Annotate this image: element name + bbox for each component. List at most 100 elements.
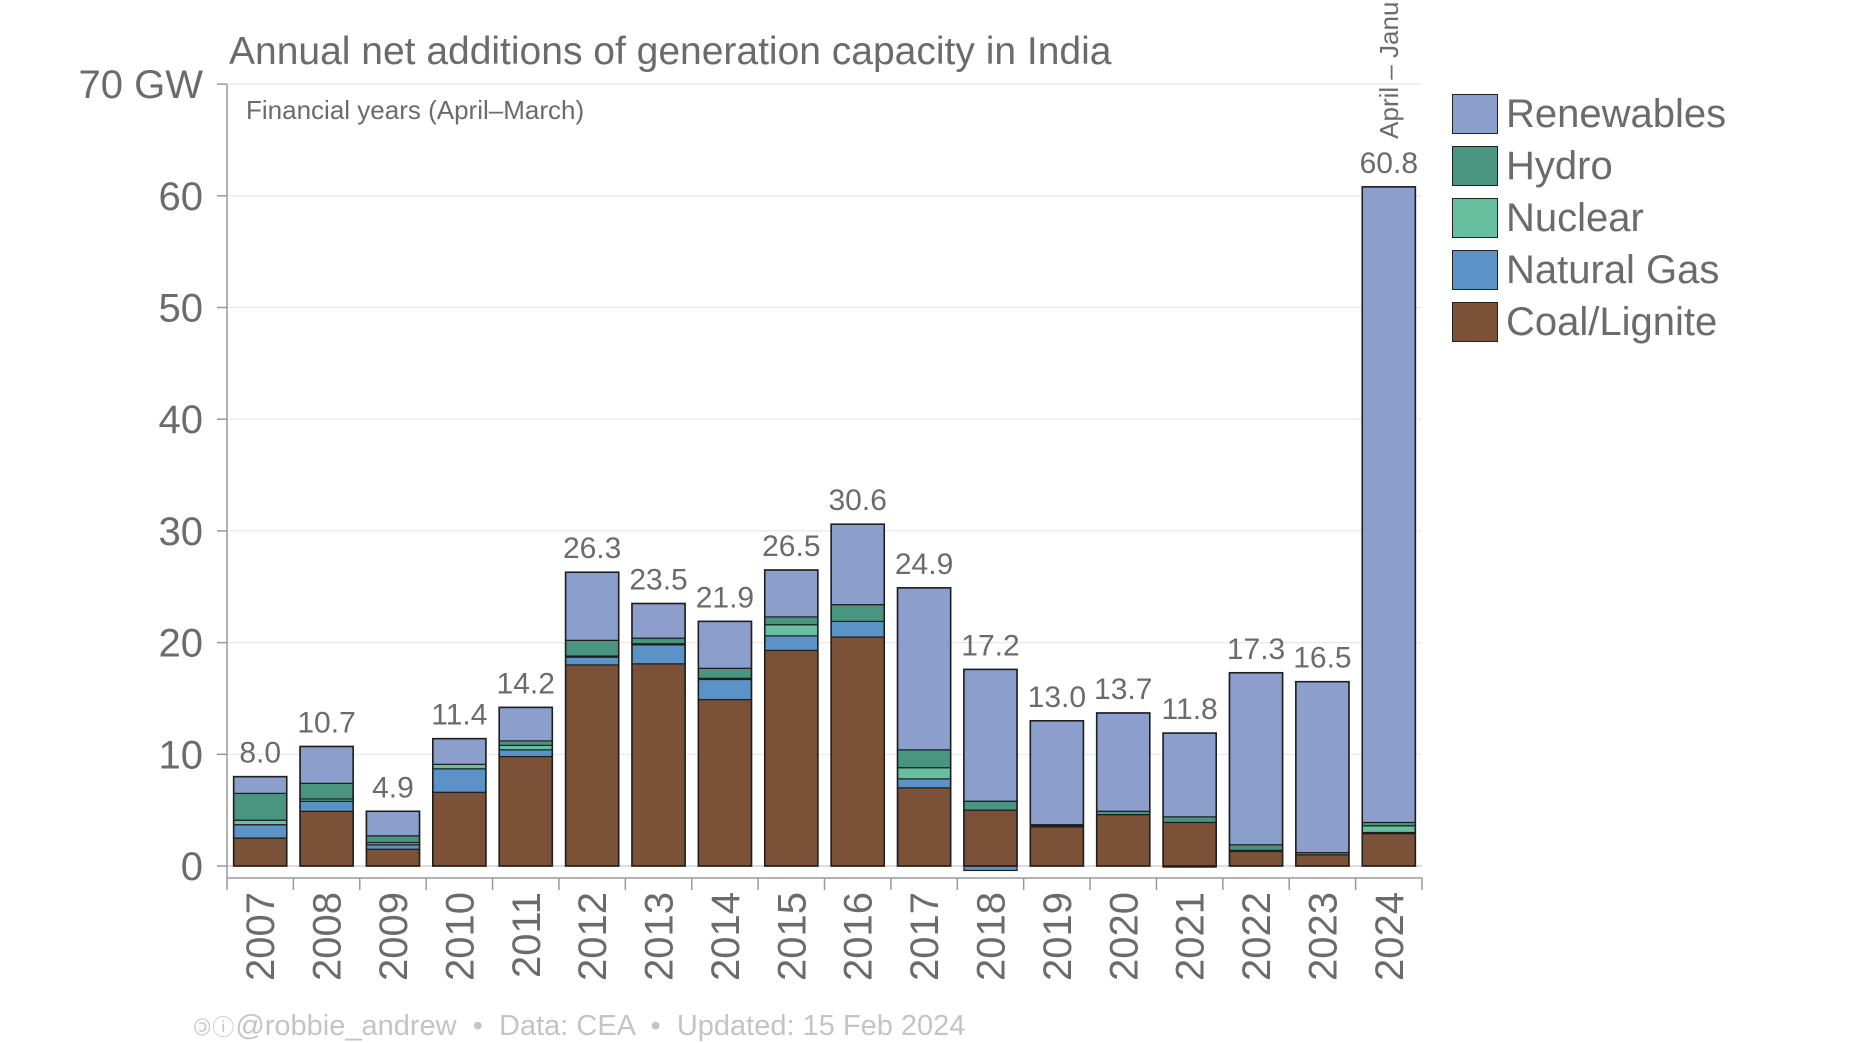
legend-label: Nuclear bbox=[1506, 195, 1644, 240]
bar-segment-natural-gas-2012 bbox=[564, 656, 620, 666]
bar-segment-nuclear-2007 bbox=[233, 819, 288, 826]
total-label: 24.9 bbox=[895, 548, 953, 581]
total-label: 13.7 bbox=[1094, 673, 1152, 706]
bar-segment-coal-lignite-2013 bbox=[631, 663, 686, 867]
x-tick-label: 2011 bbox=[505, 892, 549, 978]
total-label: 17.2 bbox=[961, 629, 1019, 662]
bar-segment-coal-lignite-2012 bbox=[564, 664, 620, 867]
total-label: 26.5 bbox=[762, 530, 820, 563]
legend-swatch-coal-lignite bbox=[1452, 302, 1498, 342]
bar-segment-coal-lignite-2023 bbox=[1295, 854, 1350, 867]
bar-segment-coal-lignite-2016 bbox=[830, 636, 885, 867]
bar-segment-hydro-2015 bbox=[764, 616, 819, 626]
bar-segment-hydro-2016 bbox=[830, 604, 885, 622]
bar-segment-coal-lignite-2024 bbox=[1361, 833, 1416, 867]
legend-label: Natural Gas bbox=[1506, 247, 1720, 292]
total-label: 8.0 bbox=[239, 737, 281, 770]
y-tick-label: 0 bbox=[181, 845, 203, 889]
bar-segment-renewables-2018 bbox=[963, 668, 1018, 802]
bar-outline bbox=[1361, 186, 1417, 867]
x-tick-label: 2017 bbox=[903, 892, 947, 981]
bar-segment-natural-gas-2017 bbox=[896, 778, 952, 789]
bar-outline bbox=[498, 706, 554, 867]
bar-segment-hydro-2012 bbox=[564, 639, 620, 657]
x-tick-label: 2014 bbox=[704, 892, 748, 981]
bar-segment-renewables-2007 bbox=[233, 776, 288, 794]
bar-outline bbox=[1295, 680, 1350, 867]
total-label: 4.9 bbox=[372, 771, 414, 804]
bar-outline bbox=[232, 775, 288, 867]
bar-segment-hydro-2008 bbox=[299, 782, 354, 800]
x-tick-label: 2008 bbox=[306, 892, 350, 981]
bar-outline bbox=[299, 745, 354, 867]
bar-segment-hydro-2007 bbox=[233, 792, 288, 821]
total-label: 11.8 bbox=[1162, 693, 1218, 726]
updated-date: Updated: 15 Feb 2024 bbox=[676, 1010, 966, 1042]
total-label: 60.8 bbox=[1360, 147, 1418, 180]
x-tick-label: 2020 bbox=[1102, 892, 1146, 981]
bar-segment-hydro-2011 bbox=[498, 740, 553, 746]
license-icon: 🄯ⓘ bbox=[193, 1015, 236, 1040]
bar-segment-nuclear-2015 bbox=[764, 624, 819, 637]
total-label: 17.3 bbox=[1227, 633, 1285, 666]
total-label: 14.2 bbox=[497, 667, 555, 700]
gridlines bbox=[227, 83, 1422, 867]
x-tick-label: 2007 bbox=[239, 892, 283, 981]
bar-outline bbox=[1029, 719, 1085, 867]
bar-outline bbox=[1095, 712, 1151, 867]
bar-segment-coal-lignite-2015 bbox=[764, 649, 819, 867]
bar-segment-coal-lignite-2008 bbox=[299, 810, 354, 867]
bar-segment-natural-gas-2011 bbox=[498, 749, 553, 758]
bar-segment-renewables-2019 bbox=[1029, 720, 1085, 826]
labels: 0 10 20 30 40 50 60 70 GW 8.0 2007 10.7 2008 4.9 2009… bbox=[79, 2, 1418, 981]
x-tick-label: 2021 bbox=[1169, 892, 1213, 981]
bar-segment-natural-gas-2013 bbox=[631, 644, 686, 665]
bar-segment-hydro-2009 bbox=[365, 835, 421, 844]
y-tick-label: 10 bbox=[159, 733, 204, 777]
legend-label: Hydro bbox=[1506, 143, 1613, 188]
bar-segment-renewables-2011 bbox=[498, 706, 553, 742]
bar-segment-coal-lignite-2021 bbox=[1162, 821, 1217, 867]
bar-segment-hydro-2022 bbox=[1228, 844, 1284, 851]
x-tick-label: 2018 bbox=[969, 892, 1013, 981]
bar-segment-natural-gas-2010 bbox=[432, 768, 487, 793]
total-label: 30.6 bbox=[828, 484, 886, 517]
bar-segment-hydro-2014 bbox=[697, 667, 753, 679]
bar-segment-renewables-2015 bbox=[764, 569, 819, 618]
bar-outline bbox=[1228, 671, 1284, 867]
bar-segment-coal-lignite-2010 bbox=[432, 791, 487, 867]
bar-outline bbox=[763, 569, 819, 867]
x-tick-label: 2023 bbox=[1301, 892, 1345, 981]
bar-segment-renewables-2023 bbox=[1295, 681, 1350, 854]
bar-segment-renewables-2008 bbox=[299, 745, 354, 784]
bar-segment-hydro-2013 bbox=[631, 637, 686, 645]
total-label: 23.5 bbox=[629, 564, 687, 597]
author-handle: @robbie_andrew bbox=[235, 1010, 457, 1042]
legend-swatch-nuclear bbox=[1452, 198, 1498, 238]
bar-segment-renewables-2010 bbox=[432, 738, 487, 765]
bar-segment-nuclear-2017 bbox=[896, 767, 952, 780]
bar-segment-coal-lignite-2011 bbox=[498, 755, 553, 867]
bar-outline bbox=[365, 810, 421, 867]
bar-segment-coal-lignite-2019 bbox=[1029, 826, 1085, 867]
bar-outline bbox=[830, 523, 886, 867]
x-tick-label: 2016 bbox=[837, 892, 881, 981]
axes bbox=[217, 83, 1423, 890]
bar-outline bbox=[963, 668, 1018, 867]
bar-segment-natural-gas-2009 bbox=[365, 844, 421, 850]
bar-segment-renewables-2021 bbox=[1162, 732, 1217, 818]
x-tick-label: 2009 bbox=[372, 892, 416, 981]
y-tick-label: 70 GW bbox=[79, 63, 204, 107]
legend-swatch-natural-gas bbox=[1452, 250, 1498, 290]
bar-segment-natural-gas-2008 bbox=[299, 800, 354, 812]
bar-segment-natural-gas-2015 bbox=[764, 635, 819, 652]
bar-segment-renewables-2014 bbox=[697, 620, 753, 669]
x-tick-label: 2019 bbox=[1036, 892, 1080, 981]
bar-segment-renewables-2013 bbox=[631, 602, 686, 639]
bar-segment-hydro-2021 bbox=[1162, 816, 1217, 824]
bar-segment-coal-lignite-2022 bbox=[1228, 850, 1284, 867]
total-label: 10.7 bbox=[297, 706, 355, 739]
total-label: 21.9 bbox=[696, 581, 754, 614]
legend-swatch-hydro bbox=[1452, 146, 1498, 186]
bar-outline bbox=[432, 737, 487, 867]
